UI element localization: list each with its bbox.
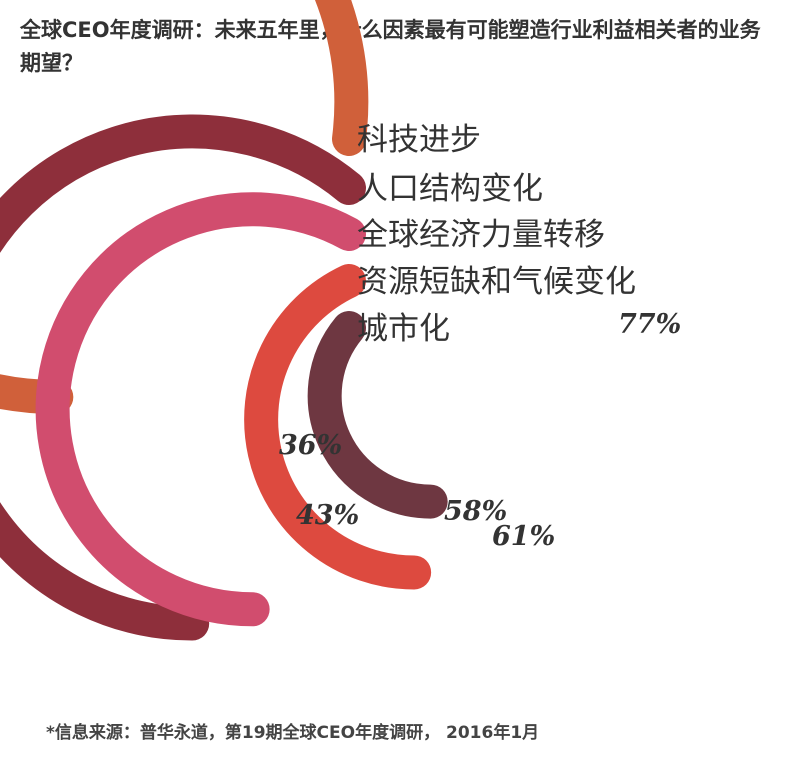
chart-title: 全球CEO年度调研：未来五年里，什么因素最有可能塑造行业利益相关者的业务期望？ <box>20 18 761 75</box>
value-label-urbanization: 36% <box>279 430 342 461</box>
category-label-urbanization: 城市化 <box>357 311 450 347</box>
value-label-resource-climate: 43% <box>296 500 359 531</box>
category-label-demographic-change: 人口结构变化 <box>357 171 543 207</box>
value-label-tech-progress: 77% <box>618 309 681 340</box>
category-label-tech-progress: 科技进步 <box>357 122 481 158</box>
arc-economic-power-shift <box>35 192 366 627</box>
category-label-resource-climate: 资源短缺和气候变化 <box>357 264 636 300</box>
arc-demographic-change <box>0 114 366 641</box>
value-label-economic-power-shift: 58% <box>444 496 507 527</box>
source-note: *信息来源：普华永道，第19期全球CEO年度调研， 2016年1月 <box>46 723 540 743</box>
arc-resource-climate <box>244 264 432 590</box>
arc-urbanization <box>307 311 448 519</box>
value-label-demographic-change: 61% <box>492 521 555 552</box>
category-label-economic-power-shift: 全球经济力量转移 <box>357 217 605 253</box>
